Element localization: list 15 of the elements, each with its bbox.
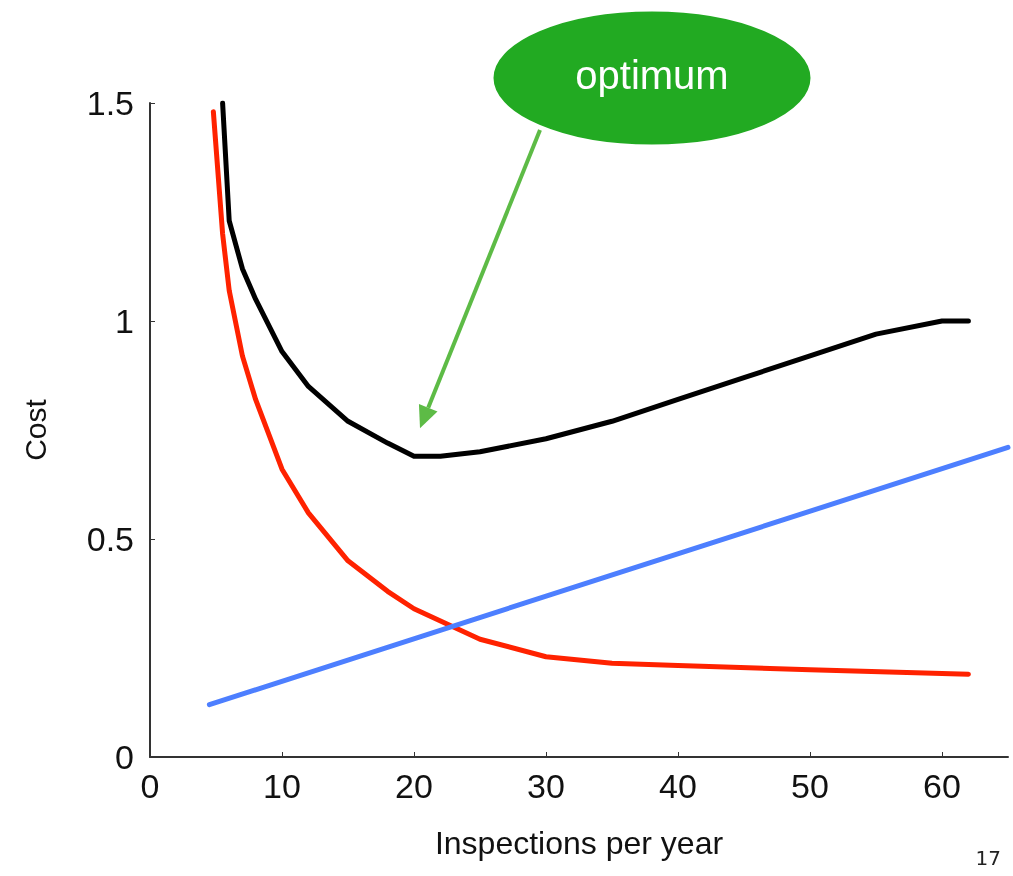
text: 17	[975, 846, 1001, 870]
x-tick-label: 40	[659, 767, 697, 805]
y-tick-label: 1.5	[86, 84, 134, 122]
x-tick-label: 50	[791, 767, 829, 805]
x-tick-label: 20	[395, 767, 433, 805]
text: optimum	[574, 53, 730, 98]
y-tick-label: 1	[115, 302, 134, 340]
x-tick-label: 10	[263, 767, 301, 805]
x-tick-label: 60	[923, 767, 961, 805]
x-tick-label: 30	[527, 767, 565, 805]
x-axis-title: Inspections per year	[434, 825, 724, 861]
y-tick-label: 0.5	[86, 520, 134, 558]
y-axis-title: Cost	[18, 398, 52, 461]
y-tick-label: 0	[115, 738, 134, 776]
x-tick-label: 0	[140, 767, 160, 805]
